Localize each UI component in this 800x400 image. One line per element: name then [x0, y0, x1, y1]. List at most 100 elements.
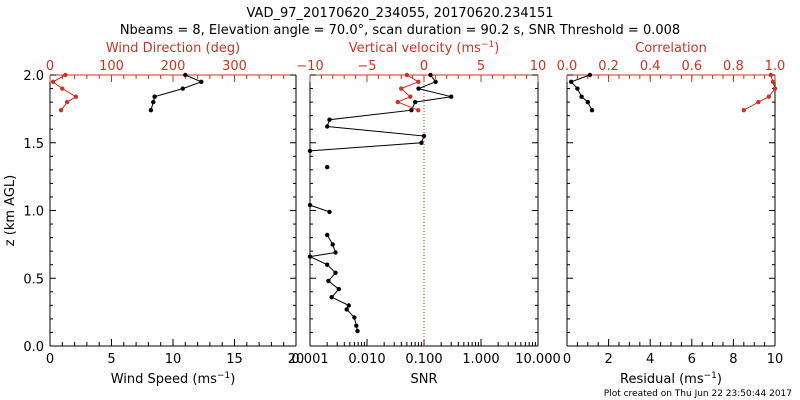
- x-top-axis-label-text: Correlation: [635, 41, 707, 56]
- data-point-black: [325, 124, 330, 129]
- series-line-black: [570, 74, 593, 111]
- data-point-black: [333, 250, 338, 255]
- x-bottom-axis-label-close: ): [717, 372, 722, 387]
- data-point-black: [433, 79, 438, 85]
- x-top-tick-label: 100: [99, 59, 124, 74]
- x-bottom-axis-label-superscript: −1: [217, 371, 230, 381]
- data-point-black: [307, 202, 313, 208]
- data-point-red: [60, 86, 65, 91]
- x-bottom-axis-label-close: ): [230, 372, 235, 387]
- data-point-black: [325, 262, 330, 267]
- x-bottom-tick-label: 2: [604, 352, 612, 367]
- x-bottom-tick-label: 10: [767, 352, 784, 367]
- data-point-red: [770, 79, 776, 85]
- x-top-tick-label: 5: [477, 59, 485, 74]
- data-point-black: [413, 99, 418, 105]
- series-line-red: [396, 74, 420, 111]
- panel-snr: 0.001 0.010 0.100 1.000 10.000 SNR −10 −5 0 5 10 Ve…: [291, 40, 560, 387]
- data-point-black: [585, 99, 590, 105]
- x-bottom-tick-label: 20: [288, 352, 305, 367]
- x-bottom-axis-label: SNR: [410, 372, 437, 387]
- data-point-black: [336, 286, 341, 292]
- data-point-red: [416, 108, 421, 113]
- data-point-black: [327, 117, 332, 122]
- y-tick-label: 1.5: [23, 137, 44, 152]
- x-top-tick-label: 0.8: [723, 59, 744, 74]
- x-bottom-tick-label: 0.001: [291, 352, 328, 367]
- x-bottom-tick-label: 0: [563, 352, 571, 367]
- data-point-red: [768, 72, 773, 78]
- data-point-red: [58, 108, 64, 113]
- y-tick-label: 0.5: [23, 272, 44, 287]
- series-line-black: [309, 74, 452, 152]
- x-top-tick-label: 300: [222, 59, 247, 74]
- x-top-tick-label: 0.4: [640, 59, 661, 74]
- data-point-black: [326, 278, 331, 284]
- x-bottom-tick-label: 8: [729, 352, 737, 367]
- data-point-black: [409, 108, 414, 113]
- x-bottom-tick-label: 0: [46, 352, 54, 367]
- data-point-black: [587, 72, 593, 78]
- y-tick-label: 1.0: [23, 205, 44, 220]
- x-bottom-tick-label: 15: [226, 352, 243, 367]
- series-line-red: [52, 74, 77, 111]
- x-bottom-tick-label: 1.000: [462, 352, 499, 367]
- x-top-axis-label-text: Wind Direction (deg): [106, 41, 240, 56]
- data-point-black: [589, 108, 595, 113]
- data-point-black: [333, 270, 338, 275]
- x-top-axis-label-superscript: −1: [481, 40, 494, 50]
- data-point-black: [152, 94, 157, 99]
- data-point-black: [183, 72, 188, 78]
- data-point-black: [354, 323, 359, 328]
- data-point-red: [772, 86, 778, 91]
- panel-wind: 0.0 0.5 1.0 1.5 2.0 z (km AGL) 0 5 10 15 20 Wind Sp…: [3, 41, 304, 387]
- data-point-red: [50, 79, 56, 85]
- x-top-axis-label: Correlation: [635, 41, 707, 56]
- x-bottom-tick-label: 0.010: [348, 352, 385, 367]
- x-bottom-axis-label: Residual (ms−1): [620, 371, 722, 387]
- x-top-tick-label: 0.0: [557, 59, 578, 74]
- data-point-black: [329, 295, 334, 300]
- x-top-tick-label: 0: [420, 59, 428, 74]
- x-bottom-tick-label: 10.000: [515, 352, 561, 367]
- x-bottom-axis-label-text: Residual (ms: [620, 372, 704, 387]
- data-point-black: [151, 99, 156, 105]
- x-bottom-axis-label-text: SNR: [410, 372, 437, 387]
- data-point-black: [416, 86, 421, 91]
- data-point-black: [148, 108, 154, 113]
- series-line-black: [150, 74, 203, 111]
- data-point-black: [307, 254, 313, 259]
- x-top-tick-label: 10: [530, 59, 547, 74]
- series-line-black: [308, 234, 358, 332]
- y-axis-label: z (km AGL): [3, 175, 18, 246]
- data-point-red: [756, 99, 761, 105]
- data-point-black: [346, 303, 351, 308]
- panel-correlation: 0 2 4 6 8 10 Residual (ms−1) 0.0 0.2 0.4 0.6 0.8 1.0…: [557, 41, 786, 387]
- data-point-red: [73, 94, 79, 99]
- data-point-black: [344, 307, 349, 312]
- data-point-black: [330, 242, 335, 247]
- series-line-black: [309, 204, 330, 213]
- x-top-tick-label: 0.6: [681, 59, 702, 74]
- x-top-axis-label: Vertical velocity (ms−1): [349, 40, 500, 56]
- x-bottom-tick-label: 0.100: [405, 352, 442, 367]
- data-point-black: [575, 86, 580, 91]
- x-bottom-tick-label: 10: [165, 352, 182, 367]
- x-top-tick-label: −5: [357, 59, 376, 74]
- data-point-black: [449, 94, 454, 99]
- data-point-red: [395, 99, 400, 105]
- x-bottom-tick-label: 6: [688, 352, 696, 367]
- data-point-black: [352, 315, 357, 320]
- data-point-red: [741, 108, 746, 113]
- data-point-red: [63, 72, 68, 78]
- x-top-tick-label: 0: [46, 59, 54, 74]
- data-point-red: [404, 72, 410, 78]
- data-point-black: [307, 148, 313, 154]
- data-point-black: [419, 140, 424, 145]
- y-tick-label: 0.0: [23, 340, 44, 355]
- x-top-tick-label: 0.2: [598, 59, 619, 74]
- x-top-tick-label: 200: [161, 59, 186, 74]
- footer-timestamp: Plot created on Thu Jun 22 23:50:44 2017: [604, 389, 792, 399]
